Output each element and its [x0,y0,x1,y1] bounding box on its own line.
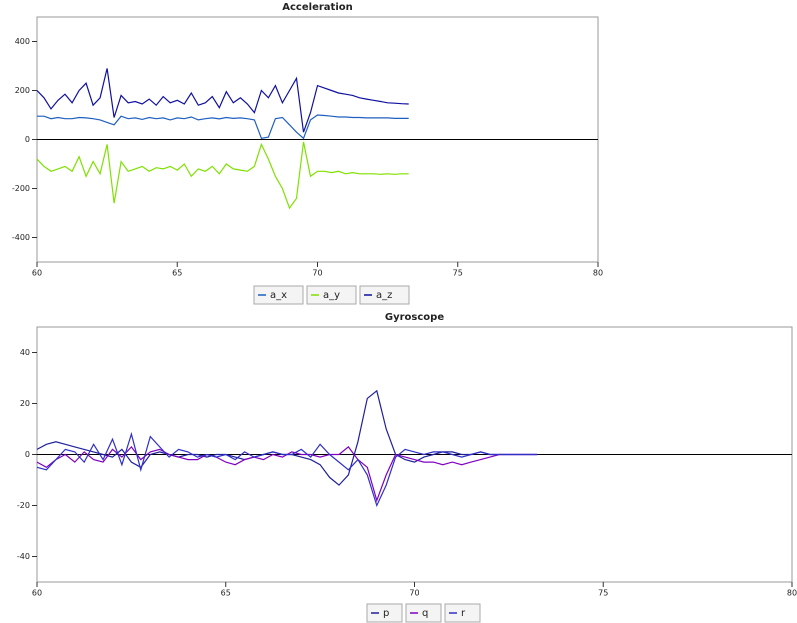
legend-box [253,285,304,305]
series-line [36,68,409,133]
legend-box [405,603,442,623]
legend-box [444,603,481,623]
legend-label: p [383,608,389,619]
y-tick-label: -200 [12,184,30,193]
x-tick-label: 80 [593,269,603,278]
x-tick-label: 75 [598,589,608,598]
y-tick-label: 40 [20,348,30,357]
x-tick-label: 60 [32,589,42,598]
legend-box [366,603,403,623]
x-tick-label: 70 [409,589,419,598]
legend-label: r [461,608,466,619]
legend-label: a_z [376,290,392,301]
y-tick-label: -40 [17,552,30,561]
x-tick-label: 60 [32,269,42,278]
legend-box [306,285,357,305]
series-line [37,114,409,140]
legend-label: a_x [270,290,287,301]
x-tick-label: 80 [787,589,797,598]
y-tick-label: 0 [25,135,30,144]
x-tick-label: 70 [312,269,322,278]
y-tick-label: 0 [25,450,30,459]
y-tick-label: -400 [12,233,30,242]
chart-title: Gyroscope [385,312,444,323]
series-line [36,141,409,210]
x-tick-label: 65 [221,589,231,598]
y-tick-label: -20 [17,501,30,510]
y-tick-label: 200 [15,86,30,95]
y-tick-label: 400 [15,37,30,46]
x-tick-label: 65 [172,269,182,278]
legend-box [359,285,410,305]
y-tick-label: 20 [20,399,30,408]
legend-label: a_y [323,290,340,301]
chart-title: Acceleration [282,2,352,13]
legend-label: q [422,608,428,619]
x-tick-label: 75 [453,269,463,278]
series-line [36,431,538,508]
